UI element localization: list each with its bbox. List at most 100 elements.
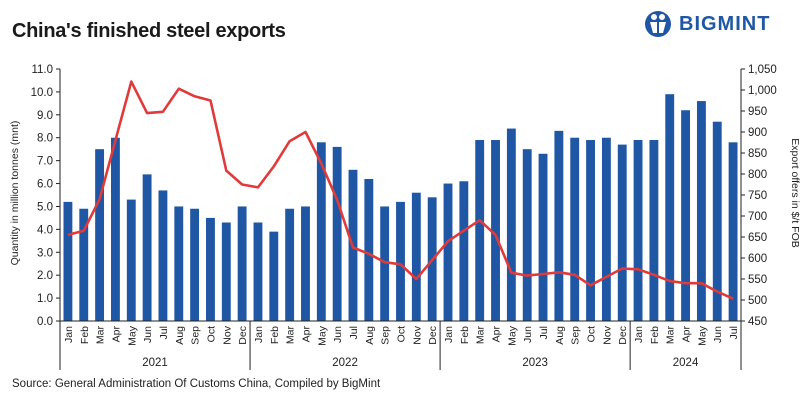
bar-25	[459, 181, 469, 321]
bar-27	[491, 140, 500, 321]
bar-16	[316, 142, 326, 321]
y-tick-label: 5.0	[37, 201, 53, 213]
x-tick-label: Sep	[570, 326, 582, 345]
x-tick-label: May	[316, 325, 328, 346]
x-tick-label: Oct	[396, 326, 408, 342]
line-series	[67, 80, 734, 300]
y2-tick-label: 750	[748, 190, 767, 202]
y2-tick-label: 500	[748, 295, 767, 307]
y-tick-label: 9.0	[37, 110, 53, 122]
x-tick-label: Oct	[206, 326, 218, 342]
y2-tick-label: 450	[748, 316, 767, 328]
bar-37	[649, 140, 659, 321]
bar-3	[110, 137, 120, 321]
y2-tick-label: 950	[748, 106, 767, 118]
bar-14	[285, 208, 295, 321]
year-label: 2024	[673, 357, 699, 369]
y-axis-label: Quantity in million tonnes (mnt)	[9, 121, 21, 266]
bar-12	[253, 222, 263, 321]
bar-22	[411, 192, 421, 321]
x-tick-label: Nov	[221, 325, 233, 344]
bar-39	[681, 110, 691, 322]
x-tick-label: Mar	[285, 326, 297, 345]
y2-tick-label: 550	[748, 274, 767, 286]
y-tick-label: 4.0	[37, 224, 53, 236]
year-label: 2021	[142, 357, 168, 369]
source-note: Source: General Administration Of Custom…	[12, 378, 381, 390]
x-tick-label: Apr	[110, 326, 122, 343]
bar-7	[174, 206, 184, 321]
x-tick-label: Mar	[95, 326, 107, 345]
bar-15	[301, 206, 310, 321]
bar-1	[79, 208, 89, 321]
y2-tick-label: 650	[748, 232, 767, 244]
axes: 0.0 1.0 2.0 3.0 4.0 5.0 6.0 7.0 8.0 9.0 10.0 11.0 45…	[31, 64, 777, 370]
bar-0	[63, 201, 73, 321]
bar-41	[712, 121, 722, 321]
bar-33	[586, 140, 595, 321]
bar-8	[190, 208, 200, 321]
bigmint-logo: BIGMINT	[643, 8, 793, 40]
x-tick-label: Jul	[728, 326, 740, 339]
x-tick-label: Jul	[538, 326, 550, 339]
x-tick-label: Jan	[63, 326, 75, 343]
y-tick-label: 1.0	[37, 293, 53, 305]
x-tick-label: Jan	[253, 326, 265, 343]
x-tick-label: Aug	[364, 326, 376, 345]
y-tick-label: 2.0	[37, 270, 53, 282]
bar-26	[475, 140, 485, 321]
x-tick-label: Oct	[586, 326, 598, 342]
y-tick-label: 0.0	[37, 316, 53, 328]
y2-axis-label: Export offers in $/t FOB	[789, 138, 800, 248]
bar-21	[396, 201, 405, 321]
x-tick-label: May	[696, 325, 708, 346]
x-tick-label: Apr	[681, 326, 693, 343]
chart-title: China's finished steel exports	[12, 20, 286, 42]
x-tick-label: Nov	[601, 325, 613, 344]
x-tick-label: Mar	[475, 326, 487, 345]
x-tick-label: Feb	[459, 326, 471, 344]
bar-35	[617, 144, 627, 321]
x-tick-label: Sep	[380, 326, 392, 345]
x-tick-label: Jan	[443, 326, 455, 343]
x-tick-label: Aug	[554, 326, 566, 345]
x-tick-label: Dec	[427, 326, 439, 345]
x-tick-label: Sep	[190, 326, 202, 345]
bar-30	[538, 153, 548, 321]
bar-10	[221, 222, 231, 321]
bar-20	[380, 206, 390, 321]
offer-price-line	[67, 80, 734, 300]
x-tick-label: Jul	[158, 326, 170, 339]
x-tick-label: Jan	[633, 326, 645, 343]
x-tick-label: Nov	[411, 325, 423, 344]
y2-tick-label: 700	[748, 211, 767, 223]
bar-6	[158, 190, 168, 321]
bar-19	[364, 178, 374, 321]
bar-24	[443, 183, 453, 321]
bar-5	[142, 174, 152, 321]
bigmint-globe-icon	[645, 11, 671, 37]
x-tick-label: Feb	[269, 326, 281, 344]
y2-tick-label: 900	[748, 127, 767, 139]
x-tick-label: May	[506, 325, 518, 346]
bar-42	[728, 142, 738, 321]
x-tick-label: Feb	[79, 326, 91, 344]
bar-17	[332, 146, 342, 321]
bar-11	[237, 206, 247, 321]
y-tick-label: 11.0	[31, 64, 53, 76]
bar-38	[665, 94, 675, 321]
y2-tick-label: 600	[748, 253, 767, 265]
y-tick-label: 6.0	[37, 179, 53, 191]
x-tick-label: Jun	[712, 326, 724, 343]
bar-4	[126, 199, 136, 321]
x-tick-label: Jun	[142, 326, 154, 343]
x-tick-label: Apr	[491, 326, 503, 343]
x-tick-label: Jul	[348, 326, 360, 339]
year-label: 2022	[332, 357, 358, 369]
bar-28	[506, 128, 516, 321]
bar-2	[95, 149, 105, 321]
x-tick-label: May	[126, 325, 138, 346]
x-tick-label: Jun	[332, 326, 344, 343]
year-label: 2023	[522, 357, 548, 369]
